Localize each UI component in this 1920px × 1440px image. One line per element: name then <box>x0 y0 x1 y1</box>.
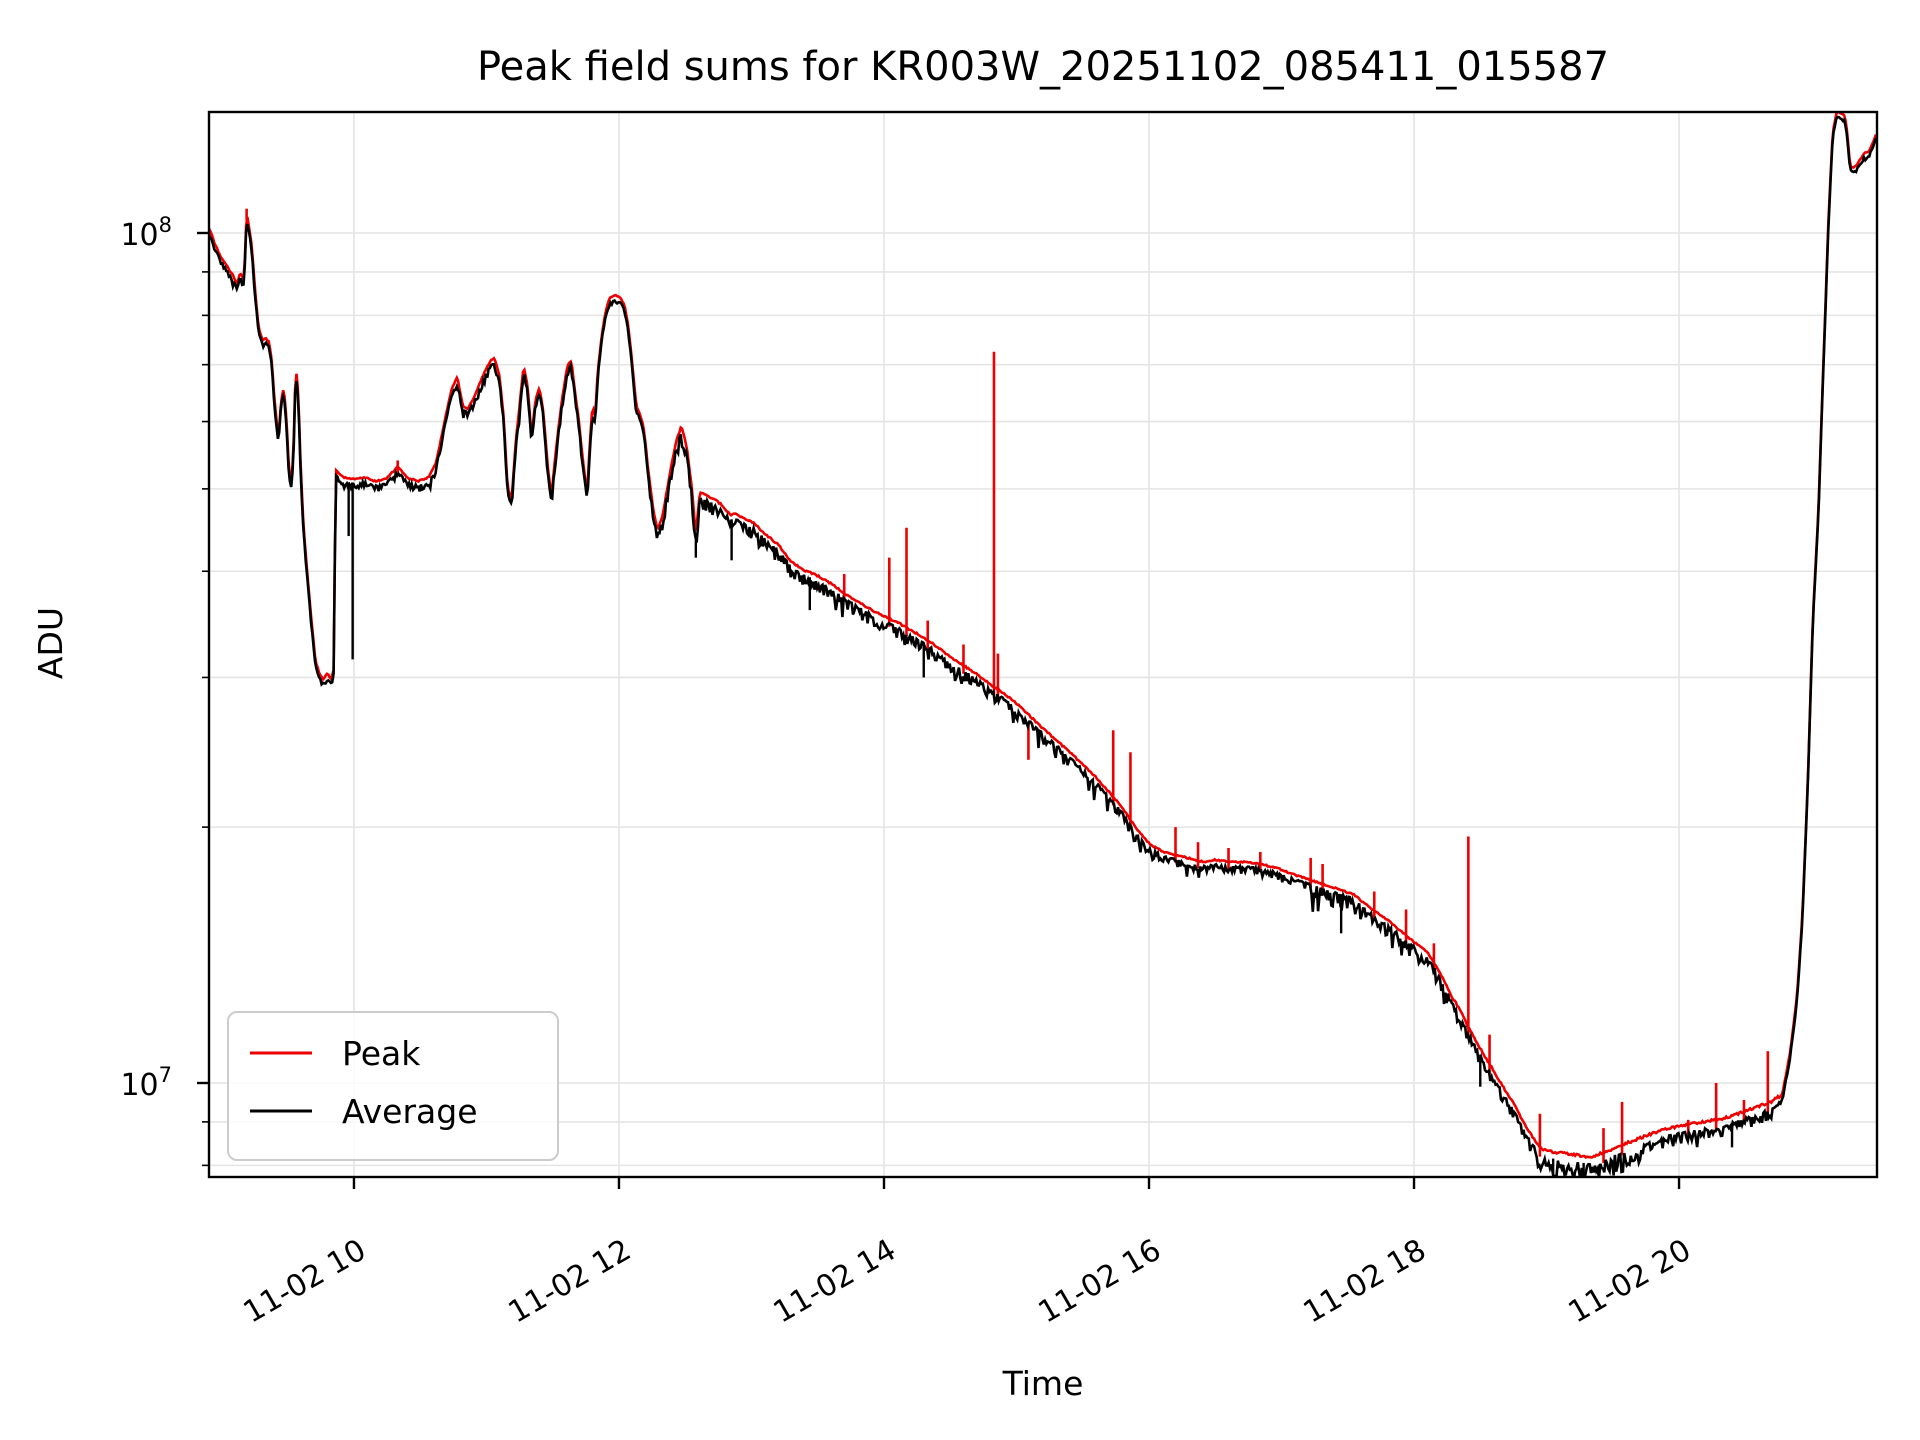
x-tick-label: 11-02 14 <box>768 1233 902 1331</box>
x-tick-label: 11-02 10 <box>238 1233 372 1331</box>
legend-item-average: Average <box>250 1092 478 1131</box>
legend-item-peak: Peak <box>250 1034 421 1073</box>
legend-label-peak: Peak <box>342 1034 421 1073</box>
x-tick-label: 11-02 18 <box>1298 1233 1432 1331</box>
legend-box <box>227 1011 559 1161</box>
y-tick-label-1e7: 107 <box>120 1063 172 1103</box>
plot-border <box>207 110 1879 1179</box>
legend: Peak Average <box>227 1011 559 1161</box>
x-axis-label: Time <box>1002 1364 1084 1403</box>
axis-ticks <box>197 110 1879 1189</box>
y-axis-label: ADU <box>31 607 70 679</box>
y-tick-exponent: 7 <box>159 1063 172 1087</box>
chart-title: Peak field sums for KR003W_20251102_0854… <box>477 44 1609 90</box>
legend-label-average: Average <box>342 1092 478 1131</box>
peak-series-path <box>209 112 1877 1159</box>
x-tick-label: 11-02 12 <box>503 1233 637 1331</box>
y-tick-base: 10 <box>120 218 158 253</box>
y-tick-exponent: 8 <box>159 213 172 237</box>
x-tick-label: 11-02 20 <box>1563 1233 1697 1331</box>
series-layer <box>209 112 1877 1177</box>
x-tick-label: 11-02 16 <box>1033 1233 1167 1331</box>
y-tick-label-1e8: 108 <box>120 213 172 253</box>
average-series-path <box>209 115 1877 1177</box>
y-tick-base: 10 <box>120 1068 158 1103</box>
